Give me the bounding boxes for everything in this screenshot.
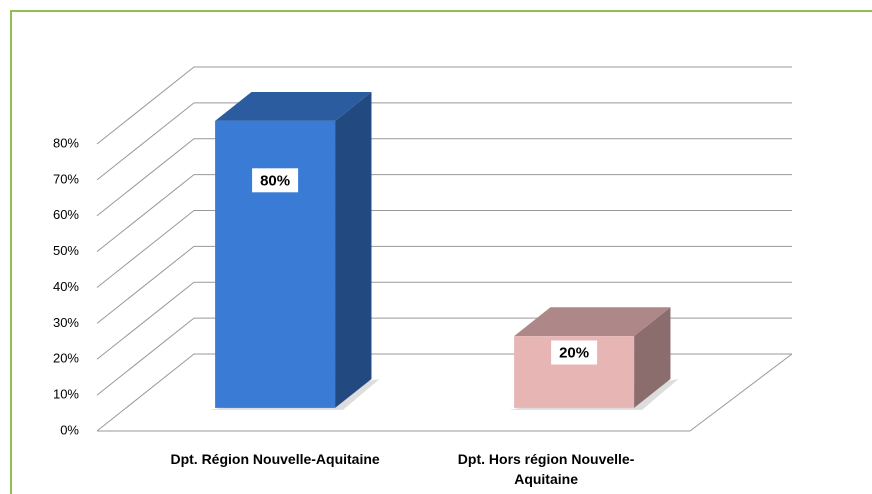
data-label: 20% (551, 340, 598, 365)
grid-line (96, 353, 792, 432)
bar-top (215, 92, 372, 121)
y-tick-label: 30% (53, 315, 79, 330)
grid-line (96, 102, 792, 181)
x-tick-label: Dpt. Région Nouvelle-Aquitaine (170, 451, 380, 467)
y-tick-label: 40% (53, 279, 79, 294)
bar-top (514, 307, 671, 337)
y-tick-label: 20% (53, 351, 79, 366)
grid-line (96, 210, 792, 288)
bar-side (634, 307, 671, 408)
y-tick-label: 10% (53, 387, 79, 402)
frame (10, 10, 872, 494)
y-tick-label: 50% (53, 243, 79, 258)
grid-line (96, 317, 792, 396)
grid-line (96, 174, 792, 253)
grid-line (96, 281, 792, 360)
grid-line (96, 66, 792, 145)
y-tick-label: 0% (60, 422, 79, 437)
data-label: 80% (252, 168, 299, 193)
x-tick-label: Dpt. Hors région Nouvelle-Aquitaine (457, 451, 635, 487)
floor-edge (689, 353, 793, 432)
data-label-box (252, 168, 299, 193)
bar-side (335, 92, 372, 408)
bar (215, 120, 336, 408)
y-tick-label: 80% (53, 135, 79, 150)
grid-line (96, 245, 792, 324)
y-tick-label: 60% (53, 207, 79, 222)
data-label-box (551, 340, 598, 365)
y-tick-label: 70% (53, 171, 79, 186)
data-label-text: 20% (559, 344, 589, 361)
grid-line (96, 138, 792, 217)
data-label-text: 80% (260, 172, 290, 189)
